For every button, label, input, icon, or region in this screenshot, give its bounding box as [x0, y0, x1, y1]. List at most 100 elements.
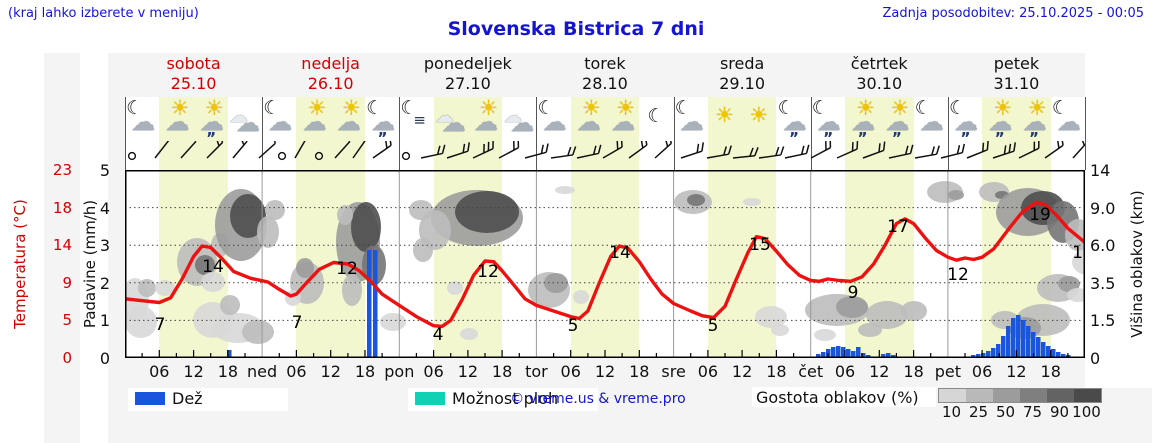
cloud-blob — [743, 198, 761, 206]
barb-tick — [1003, 145, 1007, 155]
precip-tick-label: 3 — [99, 236, 110, 256]
moon-glyph: ☾ — [777, 97, 795, 119]
meteogram-plot: 7 14 7 12 4 12 5 14 5 15 9 17 12 19 14 — [125, 170, 1085, 358]
cloud-axis-title: Višina oblakov (km) — [1128, 190, 1146, 338]
day-name: torek — [584, 54, 626, 73]
moon-cloud-rain-icon: ☾ ☁,, — [948, 99, 982, 141]
barb-tick — [517, 141, 520, 148]
rain-bar — [816, 354, 821, 358]
rain-bar — [1046, 346, 1051, 358]
left-gutter-2 — [80, 53, 108, 443]
sun-glyph: ☀ — [993, 96, 1013, 120]
rain-legend-label: Dež — [172, 389, 203, 408]
sun-glyph: ☀ — [479, 96, 498, 120]
rain-bar — [1026, 326, 1031, 358]
sun-cloud-icon: ☀ ☁ — [159, 96, 193, 141]
cloud-blob — [836, 296, 868, 318]
temp-tick-label: 18 — [52, 198, 72, 217]
barb-tick — [1080, 141, 1085, 146]
day-header: nedelja 26.10 — [262, 54, 399, 97]
barb-shaft — [1072, 141, 1085, 159]
temperature-value-label: 14 — [202, 257, 224, 277]
barb-shaft — [1044, 144, 1064, 159]
cloud-tick-label: 3.5 — [1090, 273, 1116, 293]
wind-barb-icon — [154, 141, 170, 159]
temperature-value-label: 5 — [568, 316, 579, 336]
cloud-blob — [814, 329, 836, 341]
wind-barb-icon — [472, 141, 494, 159]
time-axis-label: 12 — [183, 362, 204, 381]
barb-shaft — [550, 154, 573, 159]
sun-glyph: ☀ — [170, 96, 190, 120]
moon-glyph: ☾ — [366, 97, 384, 119]
sun-cloud-rain-icon: ☀ ☁,, — [1017, 98, 1051, 141]
cloud-glyph: ☁ — [1056, 108, 1081, 136]
density-value-label: 75 — [1022, 403, 1043, 421]
density-gradient-segment — [993, 389, 1020, 402]
time-axis-label: 12 — [869, 362, 890, 381]
barb-tick — [467, 142, 470, 152]
plot-border — [125, 170, 1085, 358]
sun-cloud-rain-icon: ☀ ☁,, — [982, 96, 1016, 141]
barb-tick — [483, 143, 485, 153]
barb-shaft — [836, 148, 858, 159]
time-axis-label: 06 — [560, 362, 581, 381]
wind-barb-icon — [992, 142, 1016, 159]
time-axis-label: 18 — [1040, 362, 1061, 381]
barb-tick — [567, 146, 572, 156]
wind-barb-icon — [352, 141, 367, 159]
cloud-blob — [296, 258, 314, 278]
barb-shaft — [498, 147, 519, 159]
wind-barb-icon — [628, 141, 648, 159]
wind-barb-icon — [550, 146, 577, 159]
cloud-blob — [125, 306, 157, 338]
barb-tick — [191, 141, 197, 142]
cloud2-glyph: ☁ — [434, 105, 454, 127]
barb-shaft — [810, 147, 831, 159]
barb-tick — [1033, 141, 1036, 151]
barb-tick — [904, 145, 909, 155]
barb-tick — [727, 145, 732, 155]
moon-glyph: ☾ — [949, 97, 967, 119]
cloud-tick-label: 9.0 — [1090, 198, 1116, 218]
rain-bar — [991, 348, 996, 358]
copyright-link[interactable]: © vreme.us & vreme.pro — [510, 391, 686, 407]
barb-shaft — [258, 142, 276, 159]
cloud-glyph: ☁ — [510, 109, 535, 137]
cloud-glyph: ☁ — [474, 108, 498, 136]
moon-fog-icon: ☾ ≡ — [399, 99, 433, 141]
barb-shaft — [862, 149, 884, 159]
cloud-blob — [447, 281, 463, 295]
barb-tick — [986, 141, 989, 150]
temperature-value-label: 14 — [1072, 243, 1085, 263]
time-axis-label: 18 — [491, 362, 513, 381]
rain-glyph: ,, — [995, 121, 1005, 139]
barb-tick — [513, 141, 515, 151]
moon-cloud-icon: ☾ ☁ — [262, 99, 296, 141]
cloud-blob — [195, 255, 215, 275]
rain-bar — [1036, 337, 1041, 358]
barb-tick — [620, 141, 623, 148]
rain-glyph: ,, — [858, 121, 868, 139]
cloud-density-gradient — [938, 388, 1102, 403]
barb-tick — [931, 146, 936, 156]
barb-tick — [592, 145, 597, 155]
cloud-glyph: ☁ — [988, 108, 1013, 136]
precip-tick-label: 2 — [99, 273, 110, 293]
barb-tick — [640, 141, 644, 149]
moon-cloud-icon: ☾ ☁ — [537, 99, 571, 141]
day-header: petek 31.10 — [948, 54, 1085, 97]
density-gradient-segment — [939, 389, 966, 402]
day-date: 27.10 — [444, 74, 491, 93]
cloud-glyph: ☁ — [542, 108, 567, 136]
barb-shaft — [420, 152, 443, 159]
sun-cloud-icon: ☀ ☁ — [571, 98, 605, 141]
time-axis-label: 06 — [423, 362, 444, 381]
day-name: četrtek — [850, 54, 908, 73]
barb-tick — [1056, 141, 1060, 149]
menu-hint: (kraj lahko izberete v meniju) — [8, 6, 199, 21]
temp-tick-label: 23 — [52, 161, 72, 179]
rain-bar — [836, 346, 841, 358]
moon-cloud-icon: ☾ ☁ — [674, 99, 708, 141]
wind-barb-icon — [602, 141, 623, 159]
